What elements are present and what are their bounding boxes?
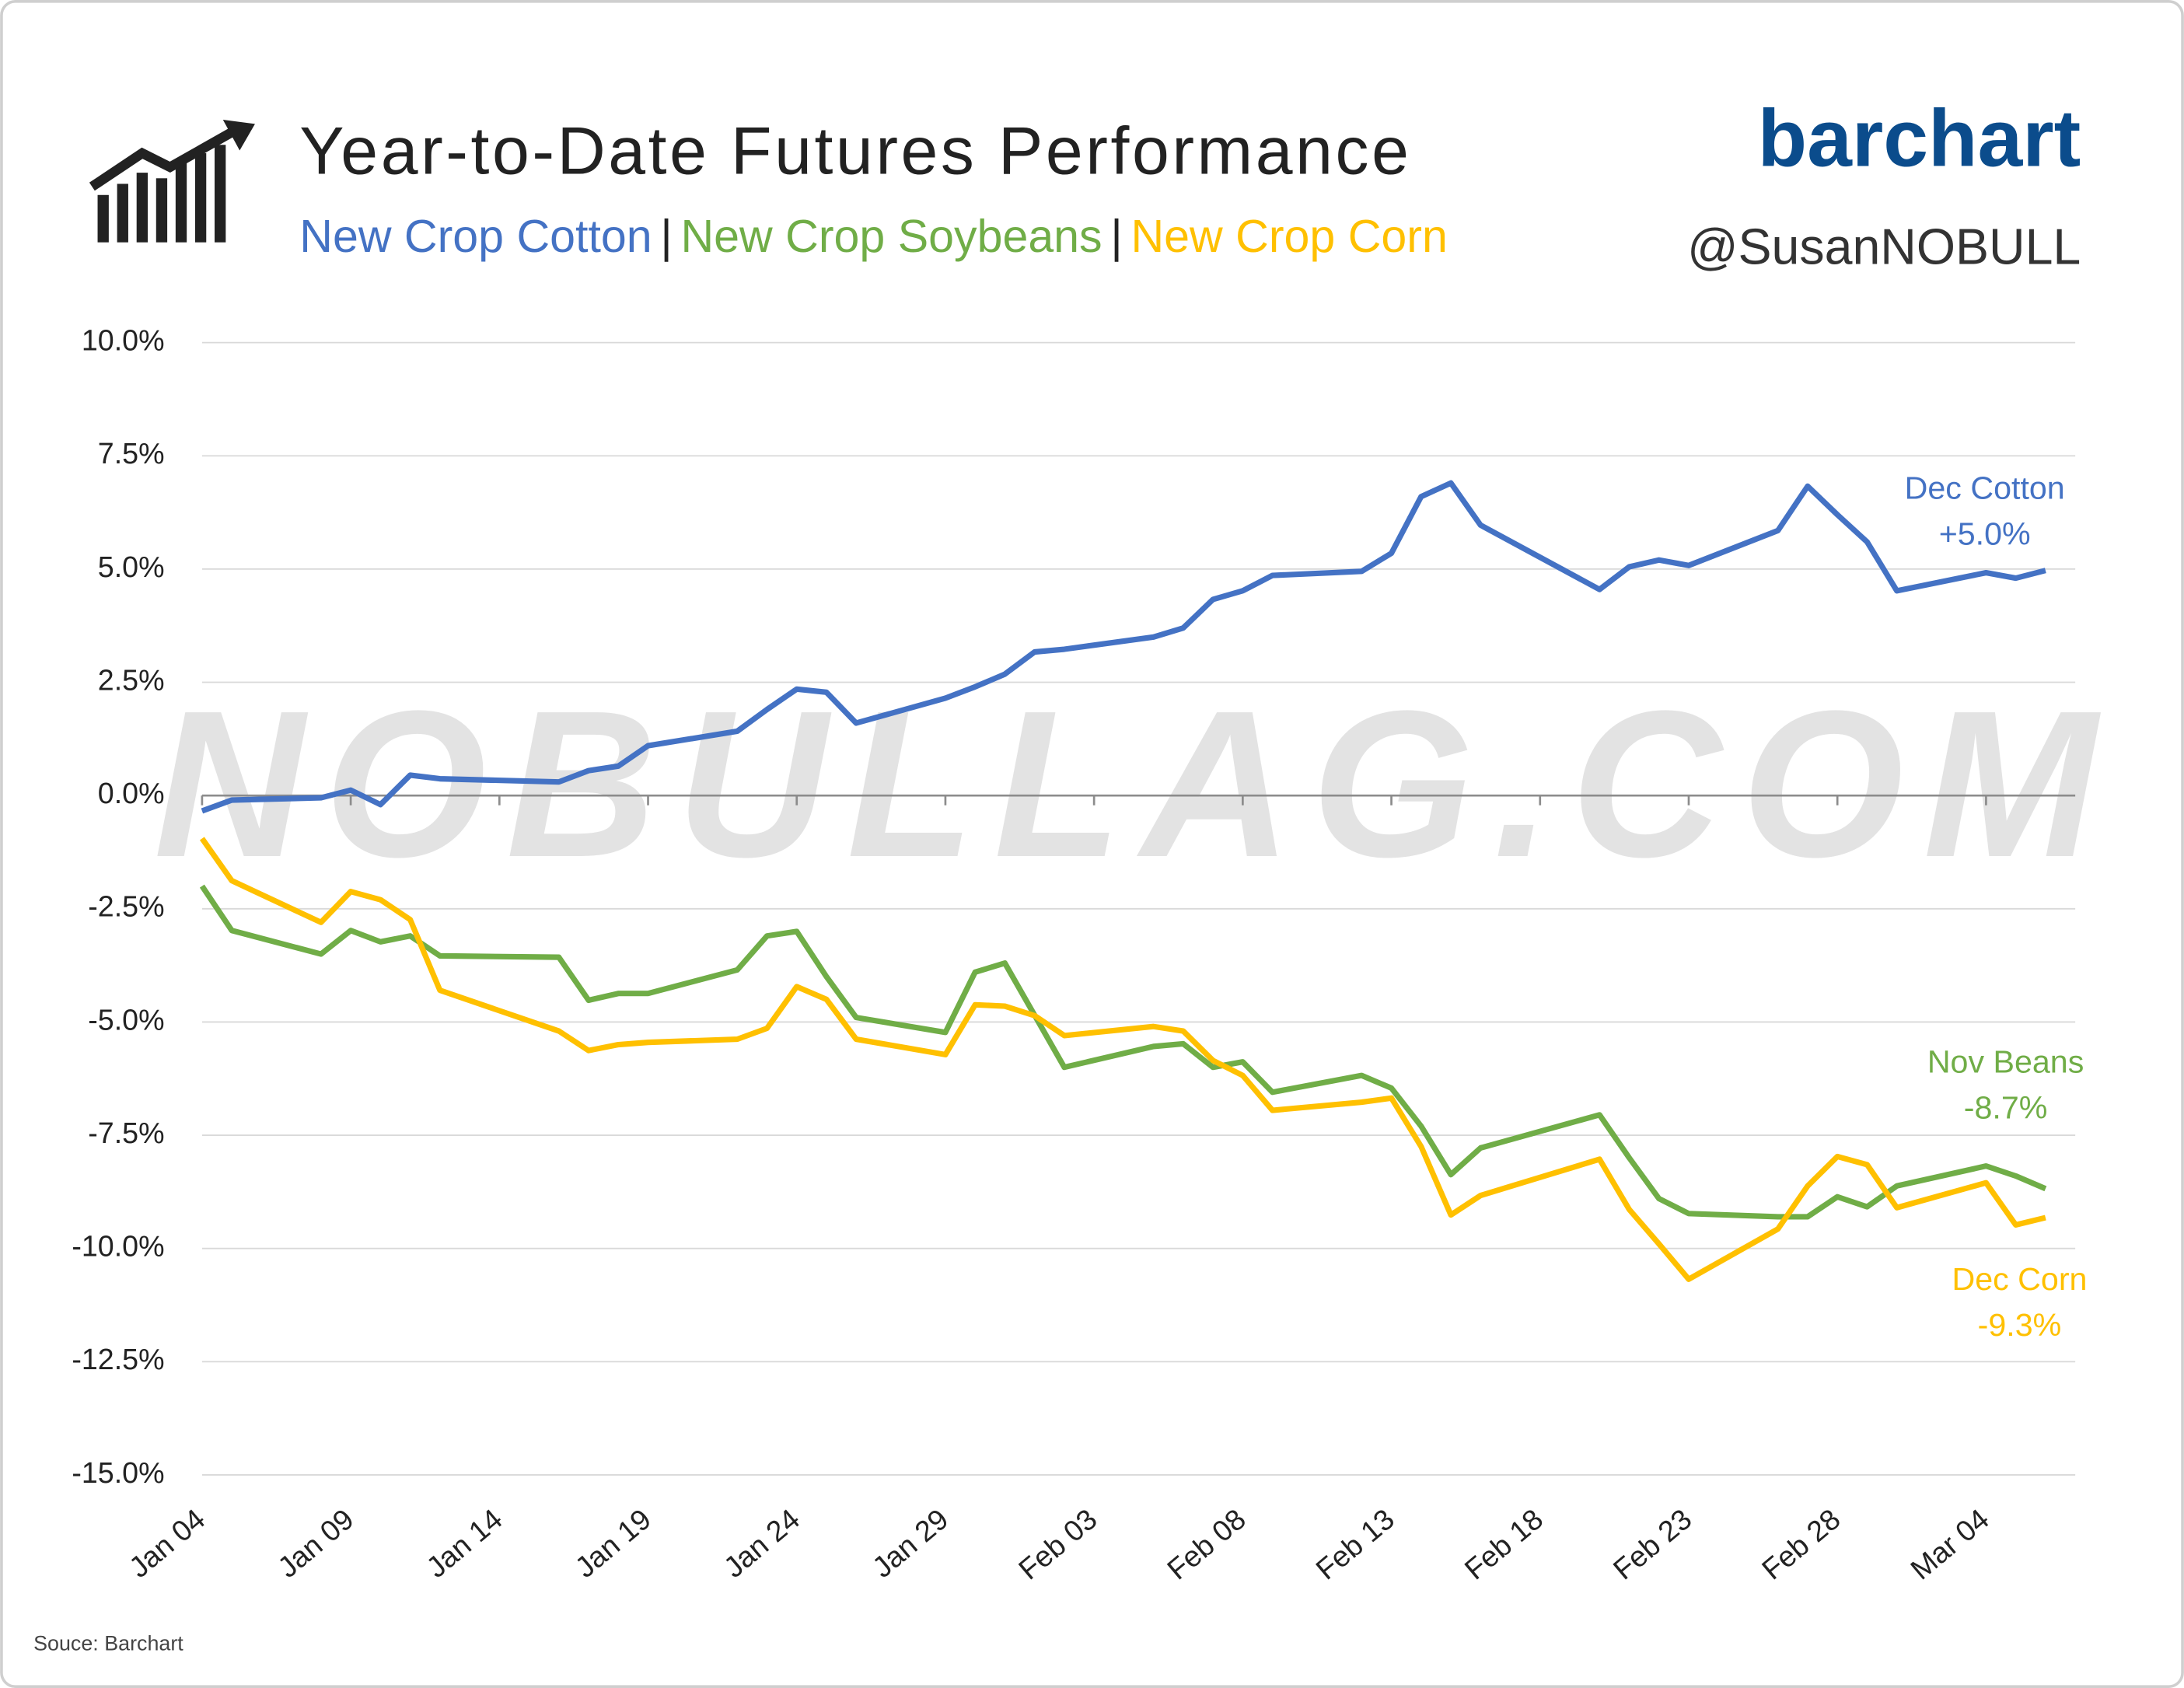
source-note: Souce: Barchart	[33, 1632, 183, 1655]
y-tick-label: -12.5%	[72, 1343, 164, 1375]
end-label: Dec Cotton	[1905, 470, 2065, 505]
y-tick-label: 5.0%	[98, 550, 165, 583]
y-tick-label: 10.0%	[82, 324, 165, 357]
legend-entry: New Crop Corn	[1130, 210, 1447, 262]
y-tick-label: -5.0%	[88, 1003, 164, 1036]
end-value-label: -8.7%	[1964, 1090, 2048, 1126]
legend-entry: New Crop Soybeans	[681, 210, 1102, 262]
end-value-label: -9.3%	[1978, 1307, 2062, 1343]
end-value-label: +5.0%	[1939, 516, 2031, 552]
handle: @SusanNOBULL	[1687, 218, 2081, 274]
legend-entry: New Crop Cotton	[299, 210, 652, 262]
series-line	[201, 480, 2046, 814]
brand-logo: barchart	[1758, 94, 2081, 184]
chart-title: Year-to-Date Futures Performance	[299, 114, 1411, 188]
legend: New Crop Cotton | New Crop Soybeans | New Cr…	[299, 210, 1448, 262]
y-tick-label: 2.5%	[98, 663, 165, 696]
series-line	[199, 884, 2047, 1220]
y-tick-label: 0.0%	[98, 777, 165, 809]
end-label: Dec Corn	[1952, 1261, 2087, 1297]
y-tick-label: -2.5%	[88, 890, 164, 923]
y-tick-label: -15.0%	[72, 1456, 164, 1489]
series-line	[199, 837, 2046, 1282]
y-tick-label: -10.0%	[72, 1230, 164, 1263]
watermark: NOBULLAG.COM	[154, 667, 2117, 900]
end-label: Nov Beans	[1927, 1043, 2084, 1079]
legend-separator: |	[660, 210, 672, 262]
y-tick-label: 7.5%	[98, 437, 165, 470]
logo-icon	[89, 120, 255, 243]
legend-separator: |	[1110, 210, 1122, 262]
y-tick-label: -7.5%	[88, 1117, 164, 1149]
